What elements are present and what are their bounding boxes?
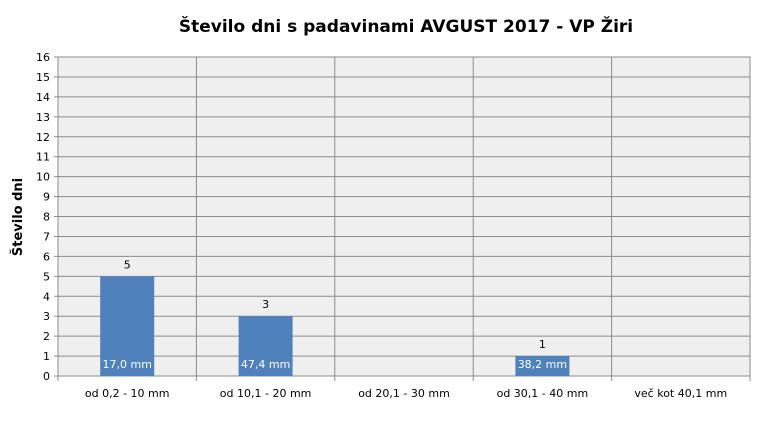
y-tick-label: 12 <box>36 131 50 144</box>
bar-inner-label: 17,0 mm <box>102 358 151 371</box>
x-tick-label: od 10,1 - 20 mm <box>220 387 312 400</box>
y-tick-label: 13 <box>36 111 50 124</box>
y-axis-label: Število dni <box>10 178 26 256</box>
bar <box>515 356 570 376</box>
gridlines <box>58 56 750 377</box>
y-tick-label: 10 <box>36 171 50 184</box>
y-tick-label: 0 <box>43 370 50 383</box>
y-tick-label: 7 <box>43 230 50 243</box>
x-tick-label: več kot 40,1 mm <box>634 387 727 400</box>
chart-title: Število dni s padavinami AVGUST 2017 - V… <box>179 15 633 37</box>
bar-inner-label: 47,4 mm <box>241 358 290 371</box>
y-tick-label: 16 <box>36 51 50 64</box>
y-tick-label: 14 <box>36 91 50 104</box>
x-tick-label: od 20,1 - 30 mm <box>358 387 450 400</box>
x-tick-label: od 30,1 - 40 mm <box>497 387 589 400</box>
y-tick-label: 2 <box>43 330 50 343</box>
y-tick-label: 3 <box>43 310 50 323</box>
bars: 5 17,0 mm 3 47,4 mm 1 38,2 mm <box>100 258 570 376</box>
bar <box>238 316 293 376</box>
y-tick-label: 8 <box>43 211 50 224</box>
bar-inner-label: 38,2 mm <box>518 358 567 371</box>
bar <box>100 276 155 376</box>
y-tick-label: 5 <box>43 270 50 283</box>
y-tick-label: 4 <box>43 290 50 303</box>
y-tick-label: 1 <box>43 350 50 363</box>
y-tick-label: 9 <box>43 191 50 204</box>
x-tick-label: od 0,2 - 10 mm <box>85 387 170 400</box>
y-tick-label: 11 <box>36 151 50 164</box>
data-label: 5 <box>124 258 131 271</box>
x-axis-ticks: od 0,2 - 10 mm od 10,1 - 20 mm od 20,1 - 3… <box>57 376 751 400</box>
y-tick-label: 15 <box>36 71 50 84</box>
y-tick-label: 6 <box>43 250 50 263</box>
data-label: 1 <box>539 338 546 351</box>
data-label: 3 <box>262 298 269 311</box>
